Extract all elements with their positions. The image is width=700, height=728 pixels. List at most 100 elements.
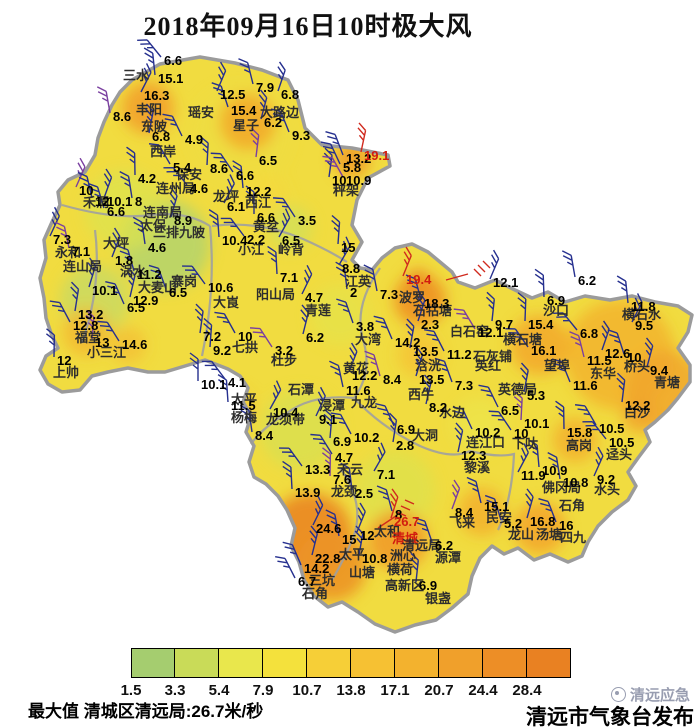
wind-barb-icon [424, 328, 445, 352]
station-value: 6.2 [435, 537, 454, 553]
station-value: 3.8 [356, 318, 375, 334]
wind-barb-icon [354, 525, 364, 556]
wind-barb-icon [140, 63, 152, 93]
station-value: 6.9 [547, 292, 566, 308]
station-value: 14.2 [304, 560, 330, 576]
station-name-label: 涡水 [120, 263, 147, 279]
station-value: 10.8 [362, 550, 388, 566]
station-value: 4.7 [335, 449, 354, 465]
legend-tick: 28.4 [512, 682, 542, 699]
station-name-label: 西牛 [408, 386, 435, 402]
station-value: 10.1 [107, 193, 133, 209]
station-value: 19.4 [406, 271, 432, 287]
station-value: 5.2 [504, 515, 523, 531]
station-value: 10 [332, 172, 347, 188]
station-name-label: 东陂 [141, 118, 168, 134]
wind-barb-icon [279, 447, 303, 467]
wind-barb-icon [214, 311, 236, 334]
station-name-label: 九龙 [351, 394, 378, 410]
wind-barb-icon [278, 208, 291, 238]
wind-barb-icon [321, 447, 332, 477]
wind-barb-icon [85, 309, 95, 340]
station-name-label: 杨梅 [231, 409, 258, 425]
station-value: 10 [79, 182, 94, 198]
station-value: 10 [238, 328, 253, 344]
city-boundary [38, 55, 694, 634]
issuer-text: 清远市气象台发布 [526, 705, 694, 728]
station-name-label: 小江 [238, 241, 265, 257]
station-value: 4.7 [305, 289, 324, 305]
wind-barb-icon [216, 61, 227, 92]
station-name-label: 石灰铺 [473, 348, 513, 364]
wind-barb-icon [325, 509, 340, 537]
station-name-label: 四九 [560, 529, 587, 545]
station-name-label: 岭背 [278, 241, 305, 257]
station-name-label: 太平 [231, 391, 258, 407]
station-value: 13 [95, 334, 110, 350]
station-value: 4.1 [228, 374, 247, 390]
wind-barb-icon [409, 552, 419, 583]
station-name-label: 洲心 [390, 547, 417, 563]
station-value: 5.3 [527, 387, 546, 403]
wind-barb-icon [373, 442, 386, 472]
station-value: 8.8 [342, 260, 361, 276]
wind-barb-icon [194, 303, 204, 334]
station-name-label: 寨岗 [171, 273, 198, 289]
station-value: 18.3 [424, 295, 450, 311]
max-value-text: 最大值 清城区清远局:26.7米/秒 [28, 702, 264, 721]
wind-barb-icon [208, 209, 220, 238]
station-name-label: 汤塘 [536, 526, 563, 542]
station-value: 10.1 [92, 282, 118, 298]
wind-barb-icon [148, 143, 171, 165]
wind-barb-icon [126, 267, 136, 298]
station-value: 2 [350, 284, 358, 300]
station-value: 10.1 [524, 415, 550, 431]
wind-barb-icon [528, 439, 540, 468]
station-value: 8.6 [210, 160, 229, 176]
station-value: 26.7 [394, 513, 420, 529]
station-value: 11.2 [447, 346, 472, 362]
station-name-label: 大坪 [103, 235, 130, 251]
wind-barb-icon [162, 113, 183, 137]
station-value: 8 [395, 506, 403, 522]
station-value: 6.5 [169, 284, 188, 300]
legend-cell [395, 648, 439, 678]
station-value: 16.8 [530, 513, 556, 529]
legend-tick: 10.7 [292, 682, 322, 699]
legend-tick-labels: 1.5 3.3 5.4 7.9 10.7 13.8 17.1 20.7 24.4 28.4 [121, 682, 591, 699]
station-name-label: 江英 [345, 273, 372, 289]
station-name-label: 高岗 [566, 437, 593, 453]
station-name-label: 大路边 [260, 104, 300, 120]
wind-barb-icon [143, 47, 156, 76]
station-value: 6.2 [306, 329, 325, 345]
station-name-label: 禾洞 [83, 194, 110, 210]
wind-barb-icon [434, 357, 453, 383]
station-value: 10.5 [599, 420, 625, 436]
wind-barb-icon [320, 141, 341, 165]
wind-barb-icon [553, 312, 578, 331]
station-value: 16 [559, 517, 574, 533]
station-name-label: 石潭 [288, 381, 315, 397]
station-value: 15 [341, 239, 356, 255]
station-value: 8.4 [455, 504, 474, 520]
station-value: 11.5 [587, 352, 612, 368]
wind-barb-icon [97, 320, 120, 342]
wind-barb-icon [373, 315, 393, 340]
wind-barb-icon [422, 374, 432, 405]
wind-barb-layer [45, 39, 654, 583]
station-name-label: 水边 [439, 404, 466, 420]
wind-barb-icon [245, 185, 255, 214]
station-name-label: 桥头 [624, 358, 651, 374]
station-value: 10.8 [563, 474, 589, 490]
wind-barb-icon [466, 476, 482, 504]
wind-barb-icon [335, 261, 348, 290]
wind-barb-icon [582, 420, 607, 440]
wind-barb-icon [211, 82, 229, 108]
station-value: 12.2 [352, 367, 378, 383]
station-value: 19.1 [364, 147, 390, 163]
station-value: 3.2 [275, 342, 294, 358]
station-value: 3.5 [298, 212, 317, 228]
wind-barb-icon [601, 320, 610, 351]
station-value: 6.9 [397, 421, 416, 437]
wind-barb-icon [322, 155, 344, 178]
